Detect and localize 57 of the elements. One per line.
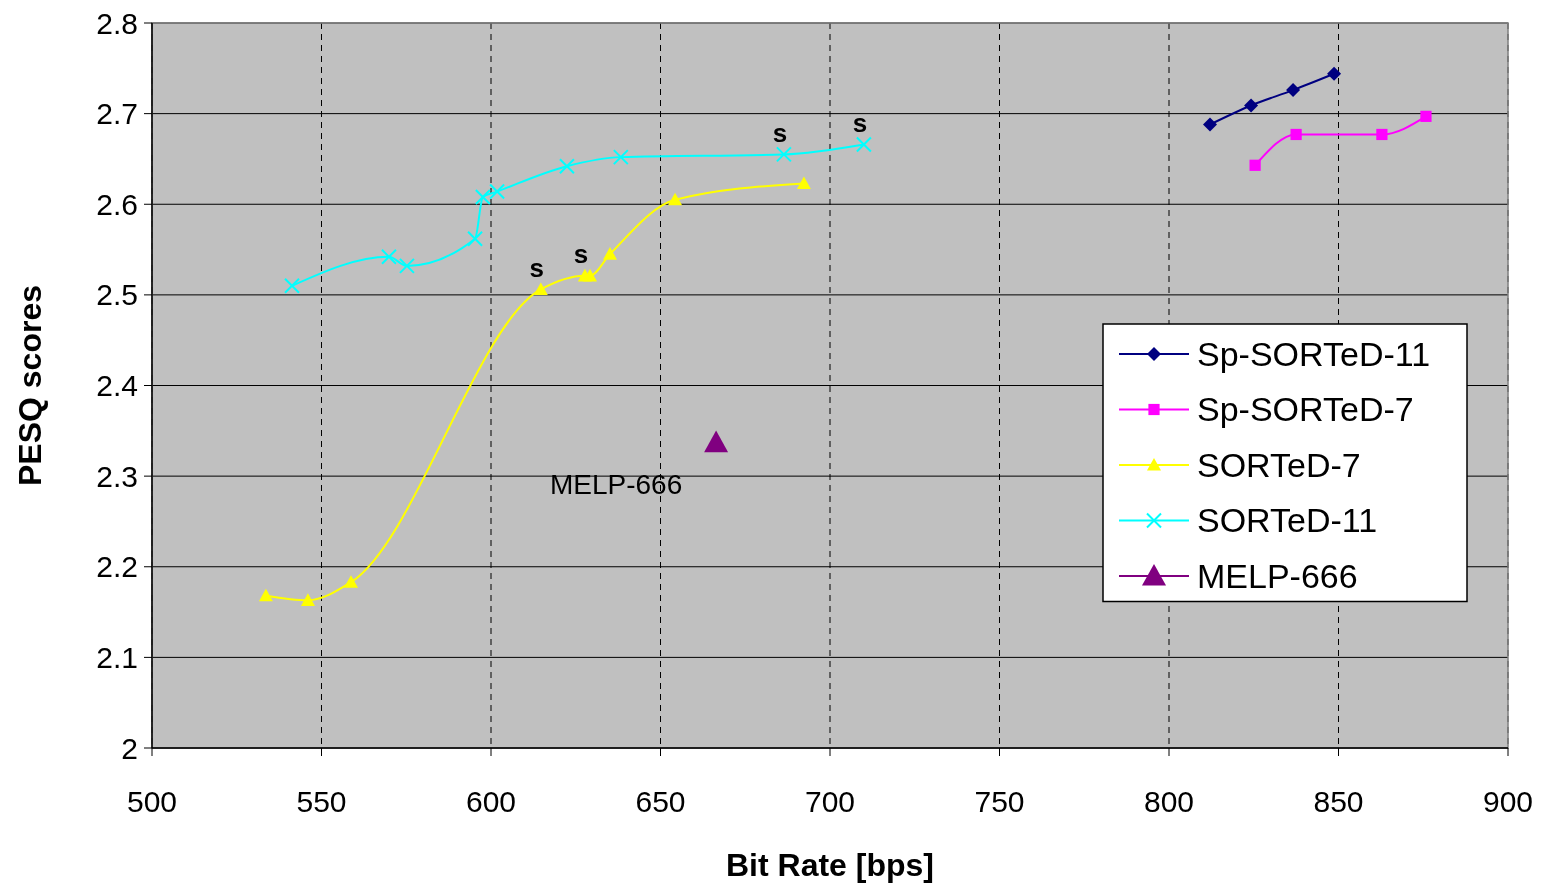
point xyxy=(1286,83,1301,98)
y-tick-label: 2.3 xyxy=(96,459,138,493)
legend-label: MELP-666 xyxy=(1197,556,1358,595)
y-tick-label: 2.7 xyxy=(96,97,138,131)
point xyxy=(300,593,315,606)
x-tick-label: 550 xyxy=(296,785,347,818)
point xyxy=(612,149,629,166)
y-tick-label: 2.1 xyxy=(96,640,138,674)
legend-label: SORTeD-11 xyxy=(1197,501,1378,540)
x-tick-label: 900 xyxy=(1482,785,1534,818)
point xyxy=(775,146,792,163)
x-tick-label: 650 xyxy=(635,785,686,818)
point xyxy=(474,189,491,205)
legend-label: Sp-SORTeD-11 xyxy=(1197,334,1431,373)
point xyxy=(398,257,415,274)
legend-label: Sp-SORTeD-7 xyxy=(1197,390,1414,429)
point xyxy=(380,248,397,265)
y-tick-label: 2.4 xyxy=(96,369,138,402)
y-tick-label: 2.5 xyxy=(96,278,138,312)
point xyxy=(796,176,811,190)
x-tick-label: 700 xyxy=(804,785,856,818)
y-tick-label: 2.6 xyxy=(96,187,138,221)
x-tick-label: 500 xyxy=(126,785,178,818)
point xyxy=(558,158,575,175)
point xyxy=(704,430,729,453)
annotation: s xyxy=(772,117,788,148)
point xyxy=(668,192,683,206)
x-axis-title: Bit Rate [bps] xyxy=(726,847,934,883)
annotation: s xyxy=(573,238,589,269)
point xyxy=(1420,110,1432,122)
point xyxy=(602,247,617,260)
point xyxy=(533,282,548,296)
point xyxy=(489,183,506,200)
annotation: MELP-666 xyxy=(549,469,683,501)
y-tick-label: 2 xyxy=(121,731,138,765)
point xyxy=(284,277,301,294)
point xyxy=(582,268,597,282)
x-tick-label: 750 xyxy=(974,785,1025,818)
annotation: s xyxy=(529,252,545,283)
x-tick-label: 800 xyxy=(1143,785,1195,818)
point xyxy=(343,575,358,588)
annotation: s xyxy=(852,107,868,138)
legend-label: SORTeD-7 xyxy=(1197,445,1361,484)
x-tick-label: 600 xyxy=(465,785,517,818)
point xyxy=(855,136,872,153)
point xyxy=(1203,117,1218,132)
point xyxy=(1244,98,1259,113)
y-tick-label: 2.8 xyxy=(96,6,138,40)
x-tick-label: 850 xyxy=(1313,785,1364,818)
y-tick-label: 2.2 xyxy=(96,550,138,584)
point xyxy=(1290,128,1302,141)
y-axis-title: PESQ scores xyxy=(12,285,48,486)
point xyxy=(1327,66,1342,81)
point xyxy=(258,588,273,602)
point xyxy=(1376,128,1388,141)
point xyxy=(1249,159,1261,171)
point xyxy=(467,230,484,247)
